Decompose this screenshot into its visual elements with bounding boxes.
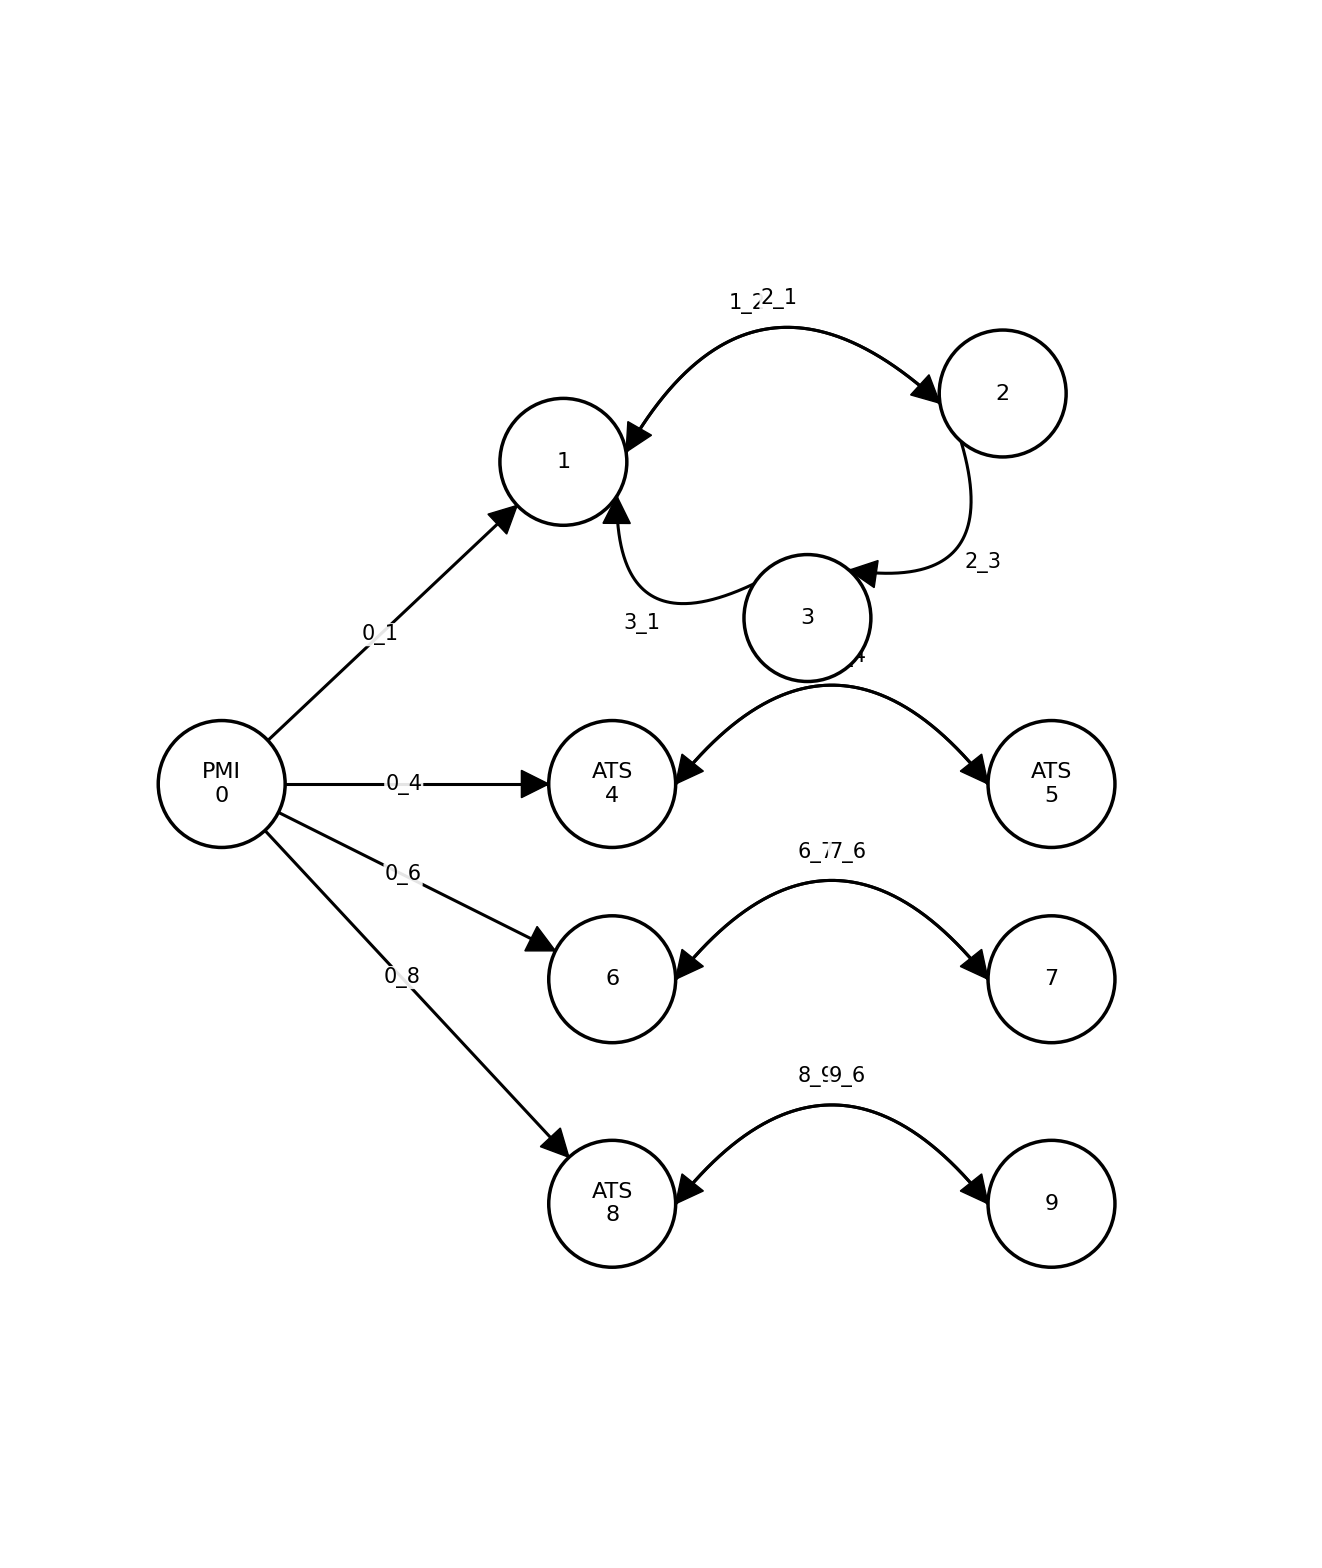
Circle shape xyxy=(939,329,1066,456)
Polygon shape xyxy=(911,375,940,403)
Text: 0_6: 0_6 xyxy=(385,864,422,886)
Polygon shape xyxy=(849,560,878,588)
Polygon shape xyxy=(541,1127,568,1157)
Circle shape xyxy=(549,721,676,847)
Text: 3_1: 3_1 xyxy=(623,613,660,633)
Polygon shape xyxy=(488,505,517,535)
Circle shape xyxy=(988,916,1114,1043)
Text: 3: 3 xyxy=(800,608,814,629)
Circle shape xyxy=(549,1140,676,1267)
Text: 9_6: 9_6 xyxy=(829,1066,866,1087)
Circle shape xyxy=(988,721,1114,847)
Circle shape xyxy=(500,398,627,525)
Polygon shape xyxy=(960,949,988,980)
Text: 6: 6 xyxy=(605,969,619,989)
Circle shape xyxy=(988,1140,1114,1267)
Text: 1_2: 1_2 xyxy=(730,293,767,314)
Text: 0_8: 0_8 xyxy=(383,967,420,988)
Text: 5_4: 5_4 xyxy=(829,646,866,668)
Text: 6_7: 6_7 xyxy=(797,842,834,862)
Text: ATS
5: ATS 5 xyxy=(1031,762,1072,806)
Text: 0_1: 0_1 xyxy=(361,624,398,644)
Text: 0_4: 0_4 xyxy=(385,773,422,795)
Polygon shape xyxy=(960,754,988,784)
Text: PMI
0: PMI 0 xyxy=(202,762,241,806)
Text: 9: 9 xyxy=(1044,1193,1059,1214)
Text: ATS
8: ATS 8 xyxy=(591,1182,633,1225)
Text: 1: 1 xyxy=(557,452,570,472)
Text: 4_5: 4_5 xyxy=(797,646,834,668)
Polygon shape xyxy=(521,770,549,798)
Polygon shape xyxy=(603,495,631,524)
Circle shape xyxy=(549,916,676,1043)
Polygon shape xyxy=(960,1174,988,1204)
Text: ATS
4: ATS 4 xyxy=(591,762,633,806)
Polygon shape xyxy=(676,949,703,980)
Circle shape xyxy=(159,721,286,847)
Polygon shape xyxy=(525,927,555,950)
Text: 8_9: 8_9 xyxy=(797,1066,834,1087)
Polygon shape xyxy=(676,754,703,784)
Text: 7_6: 7_6 xyxy=(829,842,866,862)
Text: 2: 2 xyxy=(995,384,1010,403)
Text: 7: 7 xyxy=(1044,969,1059,989)
Polygon shape xyxy=(676,1174,703,1204)
Text: 2_3: 2_3 xyxy=(964,552,1001,572)
Text: 2_1: 2_1 xyxy=(760,289,797,309)
Polygon shape xyxy=(627,422,652,452)
Circle shape xyxy=(744,555,871,682)
